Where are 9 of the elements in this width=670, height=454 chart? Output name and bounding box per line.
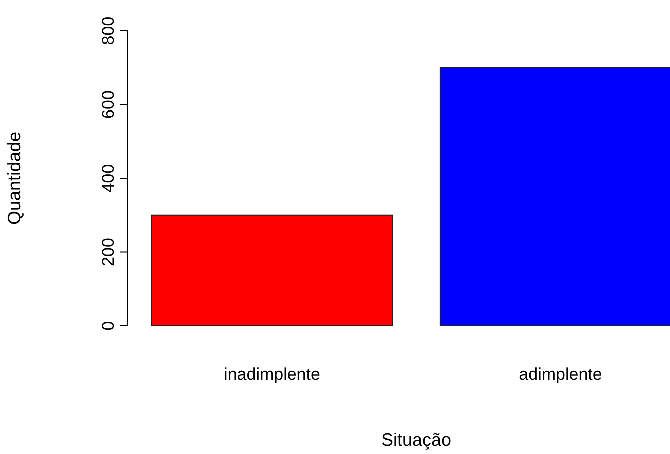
- y-tick-label: 0: [99, 321, 118, 331]
- x-tick-label: inadimplente: [224, 365, 320, 384]
- y-tick-label: 800: [99, 16, 118, 46]
- y-axis-title: Quantidade: [4, 132, 24, 226]
- y-tick-label: 600: [99, 90, 118, 119]
- y-tick-label: 200: [99, 238, 118, 266]
- x-axis-title: Situação: [381, 430, 452, 450]
- y-tick-label: 400: [99, 164, 118, 193]
- x-tick-label: adimplente: [519, 365, 602, 384]
